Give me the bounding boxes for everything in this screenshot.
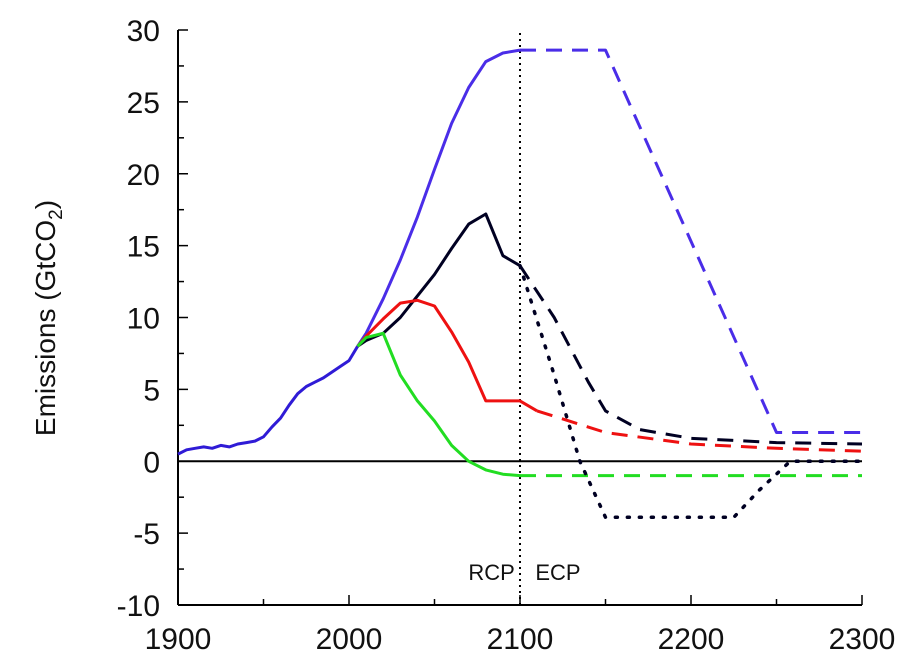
series-line-historical — [177, 345, 359, 456]
annotation-ecp: ECP — [535, 560, 580, 585]
y-tick-label: 20 — [127, 159, 160, 192]
series-line-rcp45 — [356, 298, 538, 413]
series-line-rcp6-alt-ext — [518, 263, 864, 520]
y-axis-label: Emissions (GtCO2) — [30, 200, 67, 436]
y-axis-label-suffix: ) — [30, 200, 61, 209]
y-tick-label: 0 — [143, 446, 160, 479]
annotation-rcp: RCP — [468, 560, 514, 585]
series-line-rcp45-ext — [536, 409, 863, 453]
series-group — [177, 48, 864, 520]
y-tick-label: -5 — [133, 518, 160, 551]
y-axis-label-subscript: 2 — [46, 209, 67, 220]
labels-group: Emissions (GtCO2) -10 -5 0 5 10 15 20 25 30 1900 2… — [30, 15, 895, 656]
x-tick-label: 2200 — [658, 623, 725, 656]
series-line-rcp85-ext — [520, 48, 862, 434]
y-tick-label: 10 — [127, 303, 160, 336]
y-tick-label: 5 — [143, 374, 160, 407]
y-tick-label: -10 — [117, 590, 160, 623]
series-line-rcp85 — [356, 48, 521, 348]
series-line-rcp6 — [356, 212, 521, 348]
y-tick-label: 15 — [127, 231, 160, 264]
series-line-rcp26 — [356, 331, 521, 478]
x-tick-label: 1900 — [145, 623, 212, 656]
y-tick-label: 25 — [127, 87, 160, 120]
x-tick-label: 2300 — [829, 623, 896, 656]
y-axis-label-main: Emissions (GtCO — [30, 220, 61, 436]
series-line-rcp6-ext — [518, 264, 863, 446]
x-tick-label: 2000 — [316, 623, 383, 656]
axes — [177, 29, 863, 606]
y-tick-label: 30 — [127, 15, 160, 48]
x-tick-label: 2100 — [487, 623, 554, 656]
